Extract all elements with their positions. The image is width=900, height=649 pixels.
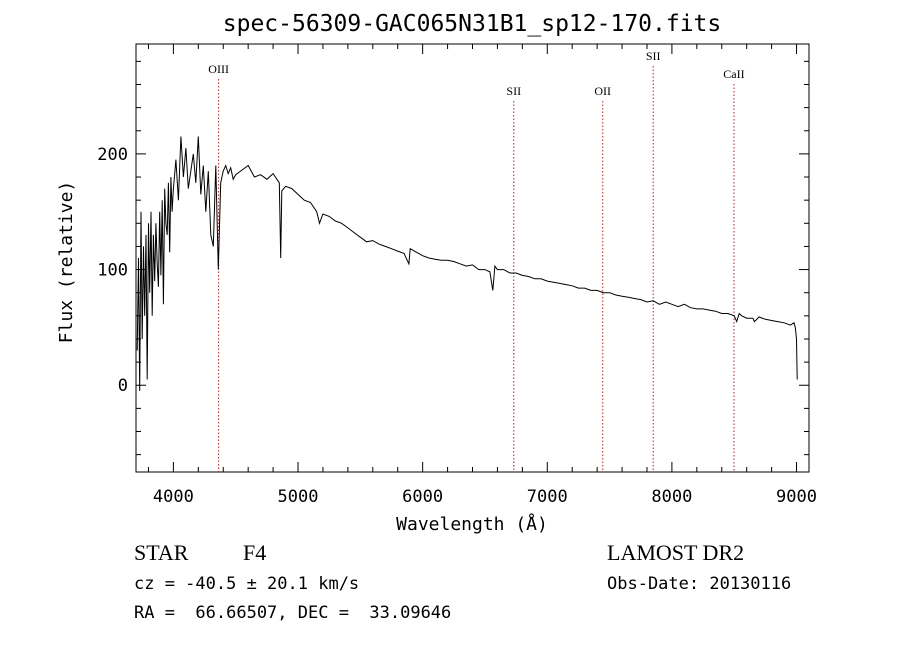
emission-line-markers: OIII SII OII SII CaII bbox=[208, 49, 745, 472]
marker-label-sii: SII bbox=[506, 84, 521, 98]
marker-label-caii: CaII bbox=[723, 67, 744, 81]
object-class: STAR bbox=[134, 540, 189, 565]
coordinates-info: RA = 66.66507, DEC = 33.09646 bbox=[134, 603, 452, 623]
plot-frame bbox=[135, 43, 810, 473]
marker-label-sii: SII bbox=[646, 49, 661, 63]
chart-title: spec-56309-GAC065N31B1_sp12-170.fits bbox=[223, 11, 722, 37]
y-axis-label: Flux (relative) bbox=[56, 181, 77, 344]
x-axis-label: Wavelength (Å) bbox=[396, 513, 548, 535]
redshift-info: cz = -40.5 ± 20.1 km/s bbox=[134, 574, 360, 594]
marker-label-oiii: OIII bbox=[208, 62, 229, 76]
y-tick-label: 0 bbox=[118, 376, 128, 396]
x-tick-label: 4000 bbox=[153, 487, 194, 507]
x-tick-label: 5000 bbox=[278, 487, 319, 507]
y-tick-label: 200 bbox=[97, 145, 128, 165]
x-tick-label: 7000 bbox=[527, 487, 568, 507]
spectrum-line bbox=[136, 136, 798, 392]
marker-label-oii: OII bbox=[594, 84, 611, 98]
y-tick-label: 100 bbox=[97, 261, 128, 281]
survey-name: LAMOST DR2 bbox=[607, 540, 745, 565]
axis-ticks: 4000 5000 6000 7000 8000 9000 0 100 200 bbox=[97, 44, 817, 507]
observation-date: Obs-Date: 20130116 bbox=[607, 574, 792, 594]
object-subclass: F4 bbox=[243, 540, 267, 565]
x-tick-label: 9000 bbox=[776, 487, 817, 507]
x-tick-label: 8000 bbox=[651, 487, 692, 507]
x-tick-label: 6000 bbox=[402, 487, 443, 507]
